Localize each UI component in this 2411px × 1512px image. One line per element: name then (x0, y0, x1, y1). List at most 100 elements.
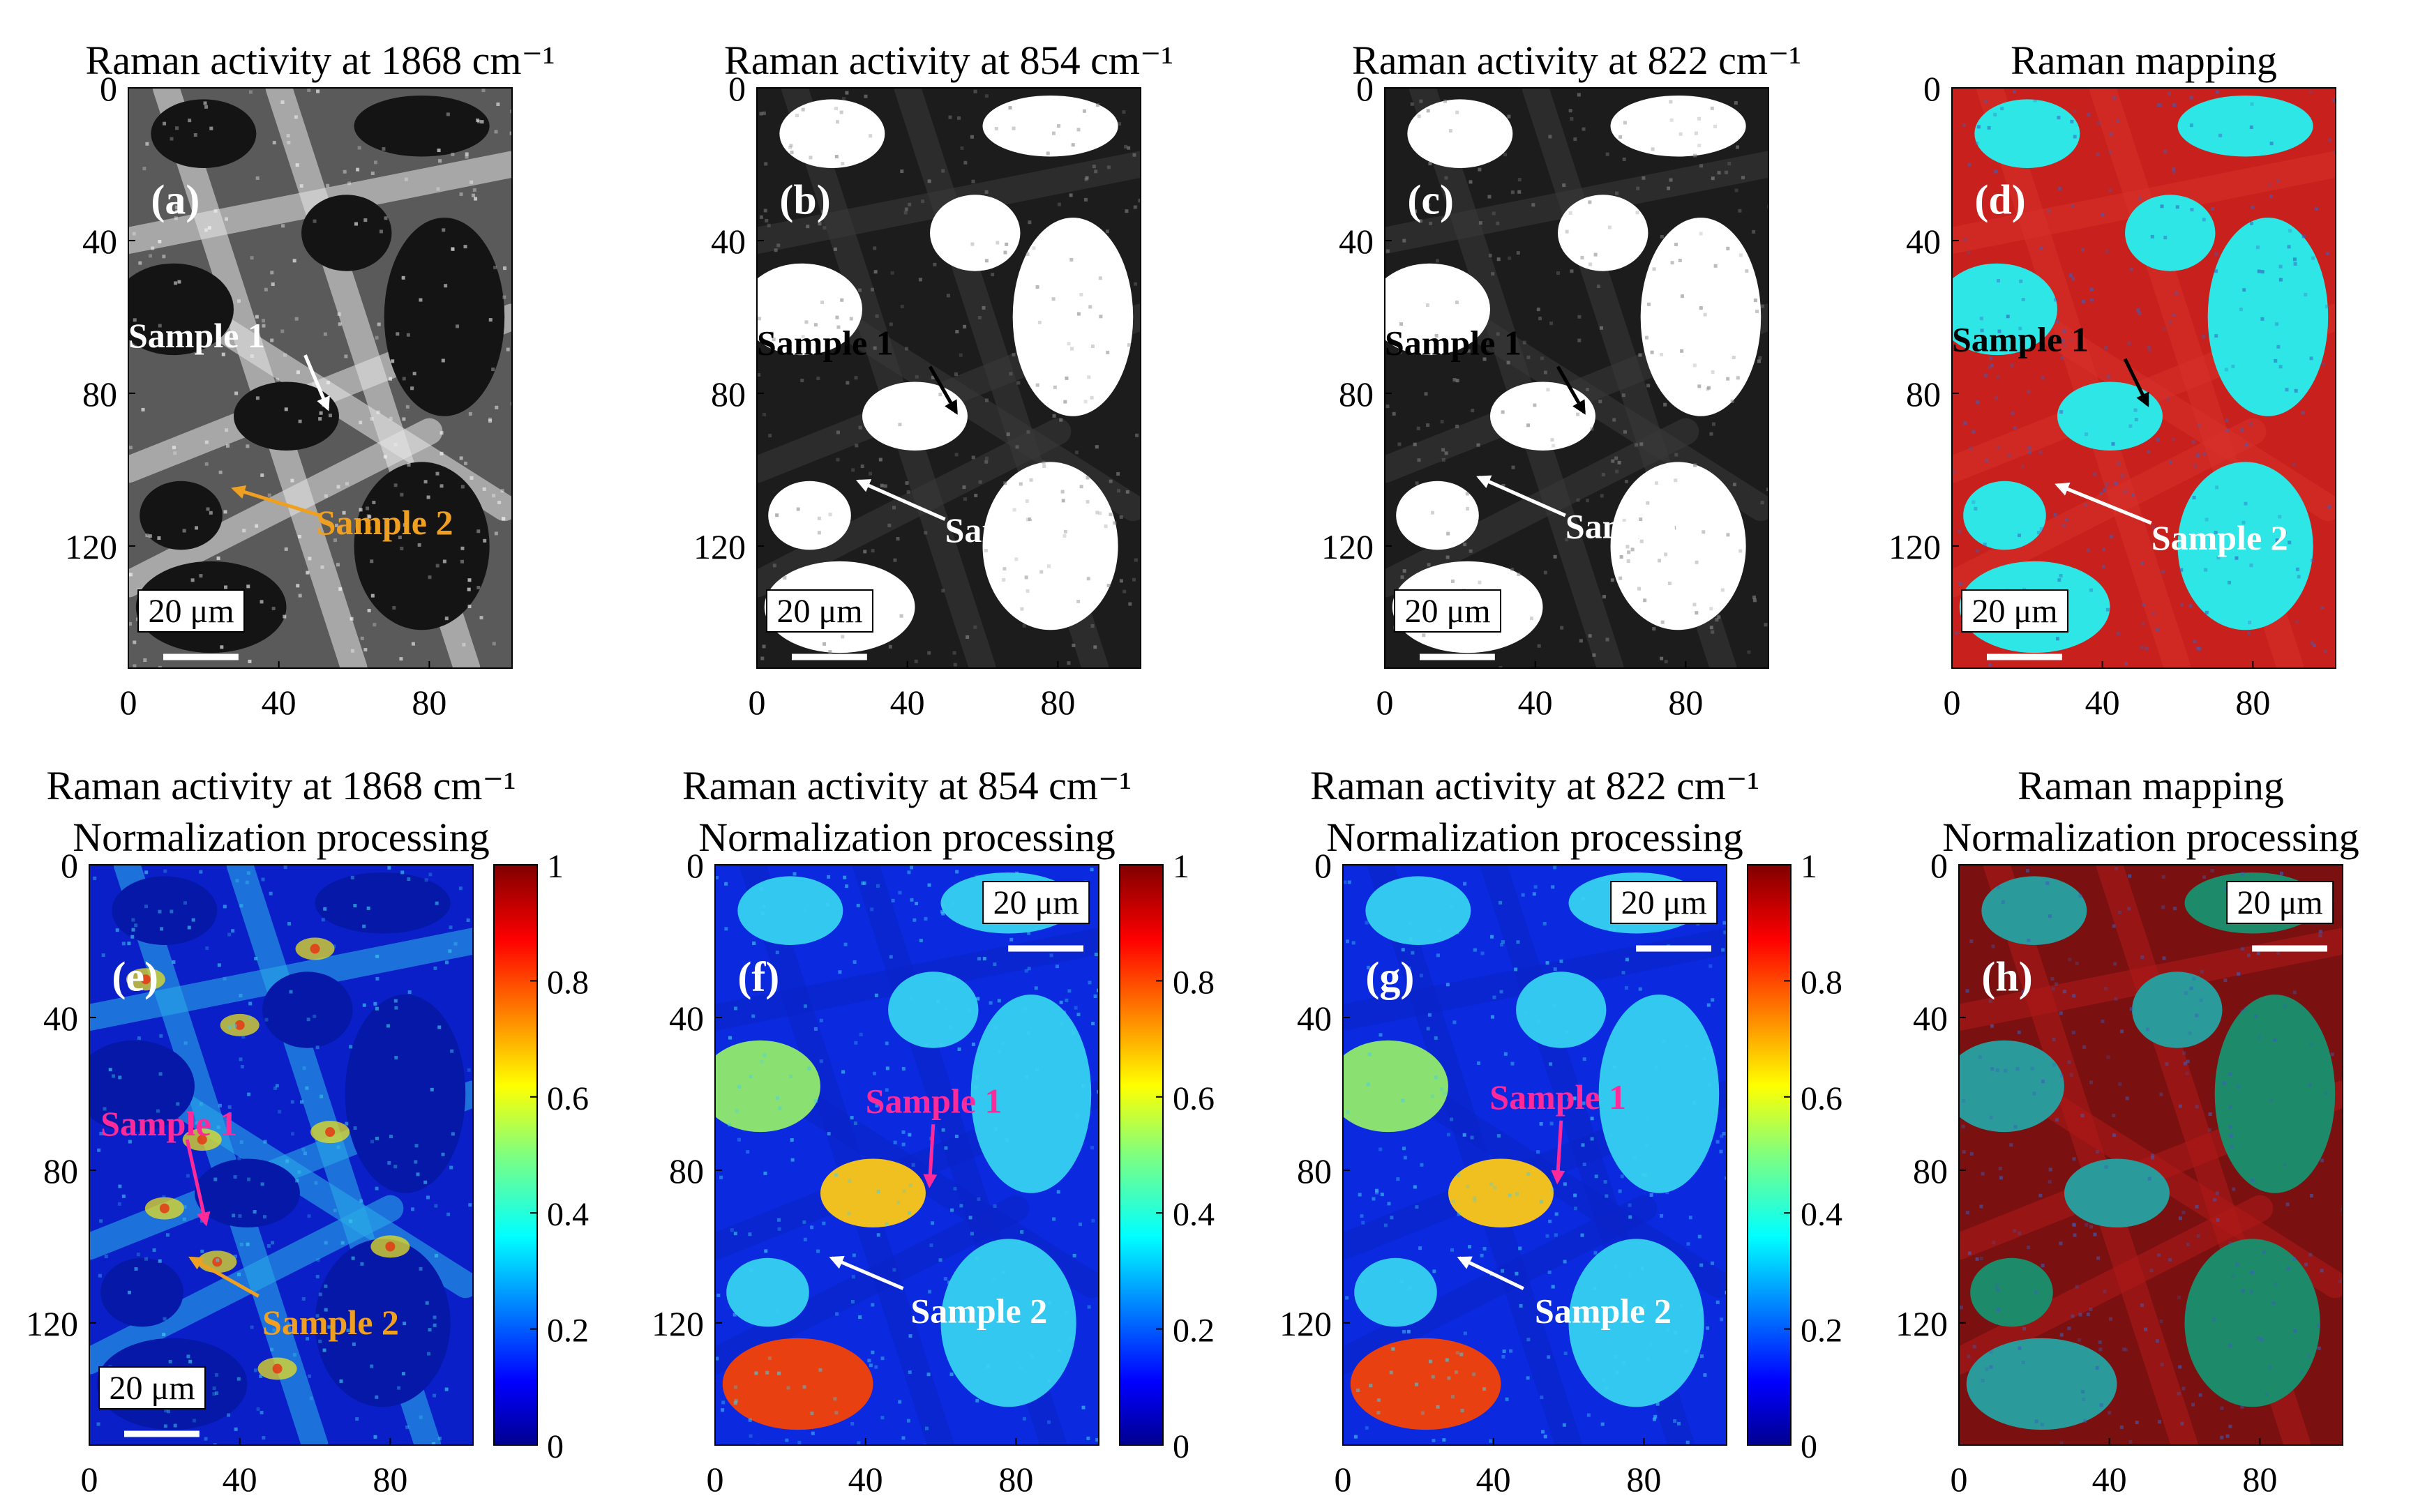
speckle (1462, 1133, 1466, 1137)
intensity-peak (234, 1020, 245, 1030)
speckle (510, 109, 512, 114)
speckle (1069, 193, 1073, 197)
speckle (1496, 1134, 1501, 1138)
speckle (975, 1257, 979, 1261)
speckle (2308, 1083, 2312, 1087)
speckle (2202, 218, 2206, 222)
speckle (256, 1407, 260, 1411)
speckle (2276, 345, 2281, 349)
speckle (2214, 531, 2218, 535)
speckle (1582, 1101, 1586, 1105)
speckle (2310, 641, 2314, 645)
speckle (1695, 611, 1699, 615)
speckle (214, 1391, 218, 1396)
speckle (1032, 246, 1036, 250)
speckle (1441, 217, 1445, 221)
speckle (400, 492, 404, 497)
speckle (1060, 1022, 1064, 1026)
y-tick-label: 80 (1913, 1151, 1948, 1190)
speckle (2075, 961, 2079, 965)
speckle (2228, 1125, 2232, 1129)
speckle (444, 284, 448, 288)
speckle (141, 407, 145, 411)
speckle (1983, 373, 1988, 377)
speckle (871, 1303, 875, 1307)
speckle (1034, 986, 1038, 990)
speckle (2202, 875, 2207, 879)
annotation-label: Sample 2 (945, 511, 1082, 550)
speckle (403, 1322, 407, 1326)
speckle (1622, 157, 1626, 161)
speckle (2127, 907, 2131, 911)
speckle (2276, 179, 2281, 183)
speckle (875, 1103, 879, 1107)
speckle (733, 1401, 737, 1405)
pore-region (1012, 218, 1134, 416)
speckle (253, 1210, 257, 1214)
speckle (247, 1177, 251, 1181)
speckle (984, 456, 989, 460)
pore-region (2125, 195, 2216, 271)
speckle (281, 224, 285, 228)
speckle (846, 381, 850, 385)
speckle (749, 1075, 753, 1079)
speckle (296, 370, 300, 375)
speckle (802, 1385, 806, 1389)
speckle (2071, 1314, 2075, 1318)
speckle (968, 1008, 972, 1013)
speckle (1734, 188, 1738, 192)
speckle (1699, 164, 1704, 168)
speckle (214, 1373, 218, 1377)
speckle (1989, 1115, 1993, 1119)
panel-label: (h) (1981, 954, 2032, 1000)
speckle (239, 1140, 243, 1144)
speckle (1585, 499, 1589, 503)
speckle (99, 1131, 103, 1135)
speckle (1057, 1348, 1061, 1352)
speckle (2055, 982, 2059, 986)
speckle (2240, 1405, 2244, 1409)
annotation-label: Sample 2 (1535, 1291, 1672, 1330)
speckle (2060, 356, 2064, 360)
speckle (1088, 305, 1092, 309)
speckle (849, 317, 853, 321)
speckle (1451, 1200, 1455, 1204)
speckle (262, 1436, 266, 1440)
speckle (730, 1228, 734, 1232)
speckle (1071, 143, 1075, 147)
speckle (324, 1241, 328, 1245)
speckle (2109, 133, 2113, 137)
speckle (2151, 524, 2156, 529)
speckle (862, 881, 866, 885)
speckle (2112, 1133, 2116, 1137)
speckle (375, 1395, 379, 1399)
speckle (353, 904, 357, 908)
speckle (391, 359, 395, 363)
speckle (436, 187, 440, 191)
speckle (2169, 460, 2173, 464)
speckle (343, 169, 347, 174)
speckle (188, 1359, 193, 1363)
speckle (1615, 1370, 1619, 1375)
speckle (1720, 588, 1725, 592)
speckle (260, 1182, 264, 1186)
speckle (2089, 1225, 2094, 1229)
speckle (370, 417, 374, 421)
speckle (1996, 375, 2000, 379)
speckle (870, 907, 874, 912)
speckle (1638, 353, 1642, 357)
speckle (302, 1066, 306, 1071)
network-strand (781, 88, 996, 668)
speckle (908, 1133, 912, 1137)
speckle (1125, 209, 1129, 213)
speckle (869, 1363, 873, 1368)
speckle (2013, 426, 2017, 430)
speckle (278, 1110, 282, 1114)
speckle (402, 417, 406, 421)
pore-region (140, 481, 223, 550)
speckle (1995, 1068, 1999, 1073)
speckle (1644, 1174, 1648, 1178)
speckle (2111, 441, 2115, 446)
speckle (2038, 1193, 2043, 1197)
speckle (2041, 1264, 2045, 1268)
